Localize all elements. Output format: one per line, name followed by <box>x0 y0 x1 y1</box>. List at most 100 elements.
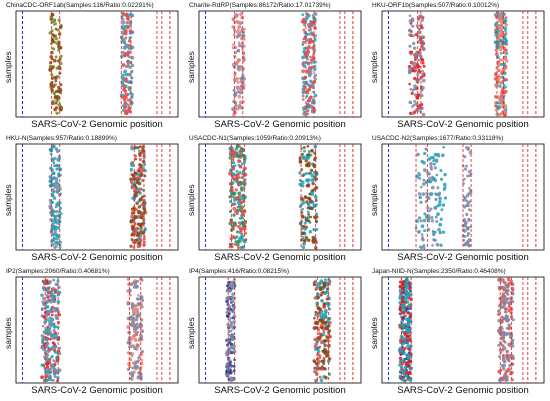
sample-point <box>54 360 57 364</box>
sample-point <box>412 87 416 91</box>
sample-point <box>54 41 57 44</box>
sample-point <box>433 238 437 242</box>
sample-point <box>231 46 235 50</box>
sample-point <box>125 44 129 48</box>
sample-point <box>54 101 58 105</box>
sample-point <box>422 47 426 51</box>
panel-title: Charite-RdRP(Samples:86172/Ratio:17.0173… <box>189 2 331 9</box>
sample-point <box>316 364 319 368</box>
sample-point <box>233 73 237 77</box>
sample-point <box>427 219 431 223</box>
sample-point <box>244 221 247 225</box>
sample-point <box>409 354 413 359</box>
sample-point <box>416 73 420 77</box>
sample-point <box>54 79 58 83</box>
sample-point <box>51 47 56 51</box>
panel-title: IP4(Samples:416/Ratio:0.08215%) <box>189 268 290 275</box>
plot-frame <box>381 276 545 384</box>
sample-point <box>232 100 235 104</box>
sample-point <box>499 32 503 36</box>
sample-point <box>309 58 313 62</box>
sample-point <box>52 372 56 376</box>
sample-point <box>239 206 243 210</box>
sample-point <box>420 159 424 164</box>
sample-point <box>323 291 328 295</box>
sample-point <box>503 332 507 336</box>
sample-point <box>52 171 56 175</box>
sample-point <box>441 230 446 234</box>
sample-point <box>137 169 141 173</box>
sample-point <box>136 294 140 297</box>
sample-point <box>225 289 229 293</box>
sample-point <box>413 99 417 103</box>
sample-point <box>312 227 316 232</box>
sample-point <box>318 375 322 379</box>
sample-point <box>499 62 504 67</box>
sample-point <box>124 110 128 113</box>
sample-point <box>48 293 53 298</box>
chart-plot <box>381 143 545 251</box>
sample-point <box>299 160 303 164</box>
sample-point <box>137 359 140 362</box>
sample-point <box>232 344 236 348</box>
sample-point <box>231 62 235 66</box>
plot-frame <box>15 10 179 118</box>
sample-point <box>466 204 470 208</box>
sample-point <box>411 112 415 115</box>
sample-point <box>494 101 498 105</box>
sample-point <box>313 195 318 199</box>
sample-point <box>321 290 325 294</box>
sample-point <box>439 168 443 173</box>
sample-point <box>500 112 504 115</box>
sample-point <box>127 65 131 69</box>
sample-point <box>53 227 58 231</box>
sample-point <box>438 196 442 201</box>
panel-title: USACDC-N1(Samples:1059/Ratio:0.20913%) <box>189 135 321 142</box>
sample-point <box>48 374 52 379</box>
sample-point <box>50 321 54 325</box>
sample-point <box>238 194 242 198</box>
sample-point <box>141 195 144 199</box>
sample-point <box>50 313 54 317</box>
sample-point <box>467 244 471 248</box>
sample-point <box>134 154 137 158</box>
sample-point <box>498 368 503 373</box>
sample-point <box>501 366 506 371</box>
sample-point <box>327 343 331 348</box>
sample-point <box>417 230 421 234</box>
sample-point <box>503 346 507 350</box>
plot-frame <box>198 276 362 384</box>
sample-point <box>122 38 126 42</box>
sample-point <box>131 335 135 340</box>
sample-point <box>122 85 127 89</box>
sample-point <box>466 146 470 150</box>
sample-point <box>56 158 60 162</box>
sample-point <box>43 349 48 354</box>
sample-point <box>439 217 443 221</box>
sample-point <box>307 66 312 70</box>
sample-point <box>134 191 138 195</box>
sample-point <box>423 151 427 156</box>
sample-point <box>437 202 442 207</box>
sample-point <box>132 206 136 210</box>
sample-point <box>408 14 412 18</box>
sample-point <box>235 60 239 64</box>
sample-point <box>239 186 244 190</box>
sample-point <box>422 182 426 186</box>
sample-point <box>124 12 129 17</box>
sample-point <box>412 103 416 107</box>
sample-point <box>469 172 473 176</box>
sample-point <box>232 213 236 217</box>
sample-point <box>129 180 134 185</box>
panel-title: ChinaCDC-ORF1ab(Samples:116/Ratio:0.0229… <box>6 2 154 9</box>
sample-point <box>232 161 236 165</box>
sample-point <box>503 71 507 76</box>
sample-point <box>497 64 500 68</box>
sample-point <box>40 308 44 312</box>
sample-point <box>306 112 310 116</box>
sample-point <box>230 188 234 193</box>
sample-point <box>58 187 62 191</box>
sample-point <box>317 366 322 371</box>
sample-point <box>237 58 241 62</box>
sample-point <box>232 349 237 354</box>
